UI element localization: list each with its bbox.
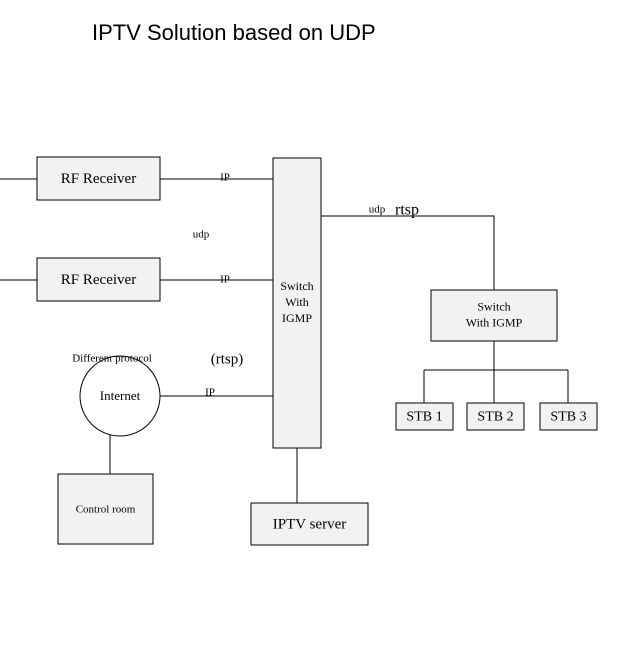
svg-text:STB 3: STB 3	[550, 410, 586, 425]
diagram-canvas: RF ReceiverRF ReceiverSwitchWithIGMPSwit…	[0, 0, 626, 655]
svg-text:RF Receiver: RF Receiver	[61, 272, 136, 288]
svg-text:RF Receiver: RF Receiver	[61, 171, 136, 187]
svg-text:Switch: Switch	[477, 299, 510, 313]
edge-label-udp1: udp	[193, 229, 210, 241]
svg-text:Internet: Internet	[100, 388, 141, 403]
edge-label-diffproto: Different protocol	[72, 353, 152, 365]
svg-text:Switch: Switch	[280, 279, 313, 293]
node-switch2: Switch With IGMP	[431, 290, 557, 341]
edge-label-rtsp2: (rtsp)	[211, 351, 244, 367]
svg-text:STB 1: STB 1	[406, 410, 442, 425]
svg-text:STB 2: STB 2	[477, 410, 513, 425]
node-stb3: STB 3	[540, 403, 597, 430]
edge-label-rtsp1: rtsp	[395, 202, 419, 219]
svg-text:With IGMP: With IGMP	[466, 315, 523, 329]
svg-text:IPTV server: IPTV server	[273, 516, 346, 532]
edge-label-ip2: IP	[220, 274, 230, 286]
node-rf2: RF Receiver	[37, 258, 160, 301]
svg-text:With: With	[285, 295, 309, 309]
edge-label-udp2: udp	[369, 204, 386, 216]
svg-text:IGMP: IGMP	[282, 311, 312, 325]
node-switch1: Switch With IGMP	[273, 158, 321, 448]
edge-sw2-bus	[424, 341, 568, 403]
edge-sw1-right	[321, 216, 494, 290]
node-iptv: IPTV server	[251, 503, 368, 545]
node-controlroom: Control room	[58, 474, 153, 544]
node-stb1: STB 1	[396, 403, 453, 430]
svg-text:Control room: Control room	[76, 504, 136, 516]
node-rf1: RF Receiver	[37, 157, 160, 200]
edge-label-ip1: IP	[220, 172, 230, 184]
page-title: IPTV Solution based on UDP	[92, 20, 376, 46]
edge-label-ip3: IP	[205, 387, 215, 399]
node-stb2: STB 2	[467, 403, 524, 430]
node-internet: Internet	[80, 356, 160, 436]
